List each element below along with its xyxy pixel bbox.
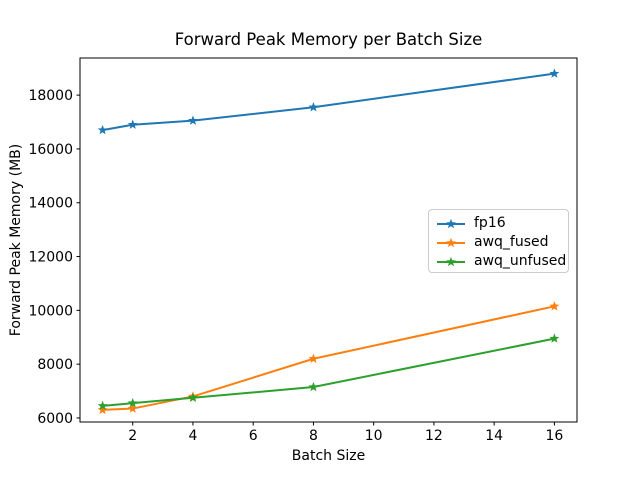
svg-text:12: 12: [425, 428, 443, 444]
svg-text:8000: 8000: [37, 357, 73, 373]
legend: fp16 awq_fused awq_unfused: [428, 209, 569, 273]
y-axis-label: Forward Peak Memory (MB): [8, 143, 24, 337]
legend-item-awq-fused: awq_fused: [436, 233, 560, 252]
svg-text:6: 6: [249, 428, 258, 444]
legend-item-fp16: fp16: [436, 214, 560, 233]
svg-text:16: 16: [545, 428, 563, 444]
svg-text:2: 2: [128, 428, 137, 444]
svg-text:14000: 14000: [28, 196, 73, 212]
line-star-marker-icon: [437, 237, 465, 247]
svg-text:6000: 6000: [37, 411, 73, 427]
x-axis-label: Batch Size: [291, 448, 366, 464]
svg-text:4: 4: [188, 428, 197, 444]
svg-text:14: 14: [485, 428, 503, 444]
svg-text:10000: 10000: [28, 303, 73, 319]
svg-text:10: 10: [365, 428, 383, 444]
svg-text:18000: 18000: [28, 88, 73, 104]
legend-label: awq_fused: [474, 234, 549, 250]
legend-label: fp16: [474, 215, 506, 231]
svg-text:16000: 16000: [28, 142, 73, 158]
legend-item-awq-unfused: awq_unfused: [436, 252, 566, 271]
line-star-marker-icon: [437, 256, 465, 266]
svg-text:8: 8: [309, 428, 318, 444]
line-star-marker-icon: [437, 218, 465, 228]
chart-title: Forward Peak Memory per Batch Size: [174, 30, 483, 49]
legend-label: awq_unfused: [474, 253, 567, 269]
svg-text:12000: 12000: [28, 250, 73, 266]
